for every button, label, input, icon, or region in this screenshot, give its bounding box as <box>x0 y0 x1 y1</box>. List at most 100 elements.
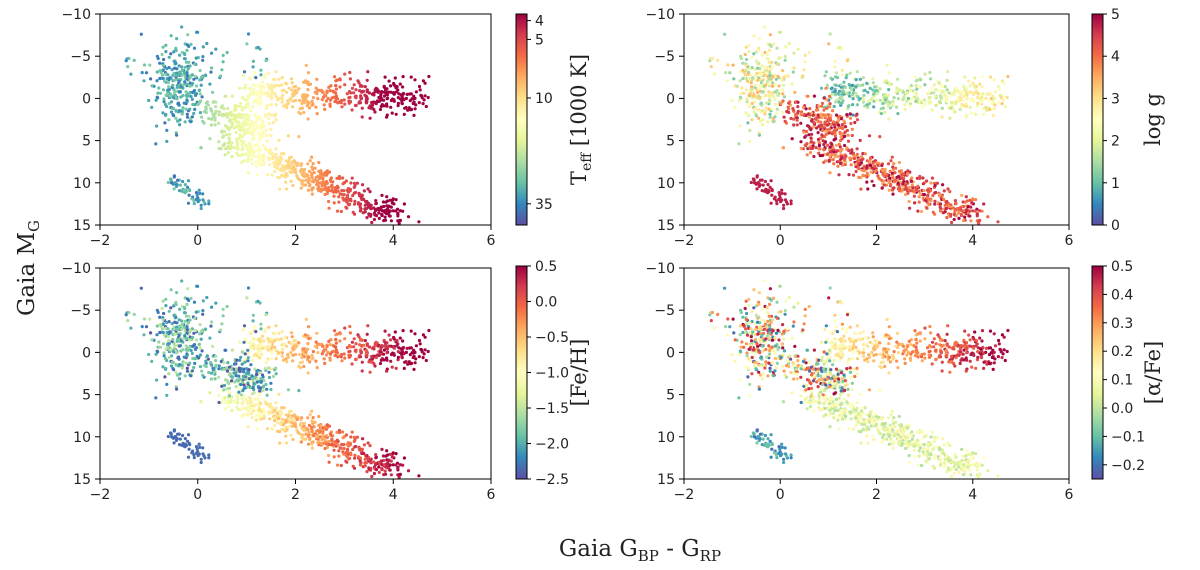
data-point <box>767 189 771 194</box>
data-point <box>195 447 199 451</box>
data-point <box>164 304 168 308</box>
data-point <box>896 181 900 185</box>
data-point <box>308 436 312 441</box>
data-point <box>828 150 832 154</box>
data-point <box>351 193 355 198</box>
data-point <box>268 163 272 167</box>
data-point <box>806 147 810 151</box>
data-point <box>827 94 832 98</box>
data-point <box>954 455 958 459</box>
data-point <box>291 346 295 350</box>
data-point <box>964 208 969 212</box>
data-point <box>180 65 184 69</box>
data-point <box>883 167 887 172</box>
data-point <box>752 34 756 38</box>
data-point <box>839 157 843 161</box>
data-point <box>365 354 369 358</box>
data-point <box>962 90 966 94</box>
data-point <box>892 162 896 166</box>
data-point <box>814 117 818 121</box>
data-point <box>851 173 856 177</box>
data-point <box>864 174 868 178</box>
data-point <box>204 110 208 115</box>
data-point <box>933 202 937 206</box>
data-point <box>969 205 973 209</box>
data-point <box>880 163 884 168</box>
data-point <box>891 192 895 196</box>
data-point <box>756 181 760 185</box>
data-point <box>896 89 900 93</box>
data-point <box>359 96 363 100</box>
x-tick-label: −2 <box>90 233 111 249</box>
data-point <box>840 95 844 99</box>
data-point <box>901 182 905 186</box>
data-point <box>248 385 252 390</box>
data-point <box>262 85 266 89</box>
data-point <box>270 351 274 355</box>
data-point <box>839 102 843 106</box>
data-point <box>174 363 178 367</box>
data-point <box>166 327 170 331</box>
data-point <box>387 333 391 337</box>
data-point <box>183 334 187 338</box>
data-point <box>274 366 278 370</box>
data-point <box>129 326 133 330</box>
data-point <box>337 195 341 199</box>
data-point <box>843 143 847 148</box>
data-point <box>250 416 254 420</box>
data-point <box>385 462 389 466</box>
data-point <box>254 403 258 407</box>
data-point <box>352 337 356 341</box>
data-point <box>787 41 791 46</box>
y-tick-label: 15 <box>73 472 91 488</box>
data-point <box>937 193 942 198</box>
data-point <box>943 203 947 207</box>
data-point <box>253 367 257 371</box>
data-point <box>192 456 196 460</box>
data-point <box>783 55 787 59</box>
data-point <box>212 113 216 117</box>
data-point <box>991 113 995 117</box>
data-point <box>856 413 860 417</box>
data-point <box>274 406 278 410</box>
data-point <box>760 123 765 127</box>
data-point <box>742 91 746 95</box>
data-point <box>267 375 272 380</box>
data-point <box>243 152 247 156</box>
data-point <box>389 84 393 88</box>
data-point <box>189 374 193 378</box>
data-point <box>180 366 184 370</box>
data-point <box>240 367 244 371</box>
data-point <box>781 99 785 103</box>
data-point <box>269 133 273 138</box>
data-point <box>406 108 410 112</box>
data-point <box>307 430 311 434</box>
data-point <box>951 206 956 210</box>
data-point <box>239 101 243 105</box>
data-point <box>242 129 246 133</box>
data-point <box>974 112 978 116</box>
data-point <box>330 442 334 447</box>
data-point <box>934 103 938 107</box>
data-point <box>297 135 301 139</box>
data-point <box>872 92 876 96</box>
data-point <box>162 354 166 358</box>
x-tick-label: 4 <box>389 233 398 249</box>
data-point <box>954 230 957 233</box>
data-point <box>383 75 387 79</box>
data-point <box>306 188 311 192</box>
data-point <box>248 87 252 91</box>
data-point <box>302 364 306 369</box>
data-point <box>249 109 253 113</box>
data-point <box>819 86 824 90</box>
data-point <box>257 83 262 87</box>
data-point <box>757 46 761 50</box>
data-point <box>249 146 253 150</box>
data-point <box>160 52 164 57</box>
data-point <box>251 358 255 363</box>
data-point <box>833 89 837 94</box>
data-point <box>931 447 935 452</box>
data-point <box>266 83 270 87</box>
data-point <box>167 118 171 122</box>
data-point <box>186 433 191 437</box>
